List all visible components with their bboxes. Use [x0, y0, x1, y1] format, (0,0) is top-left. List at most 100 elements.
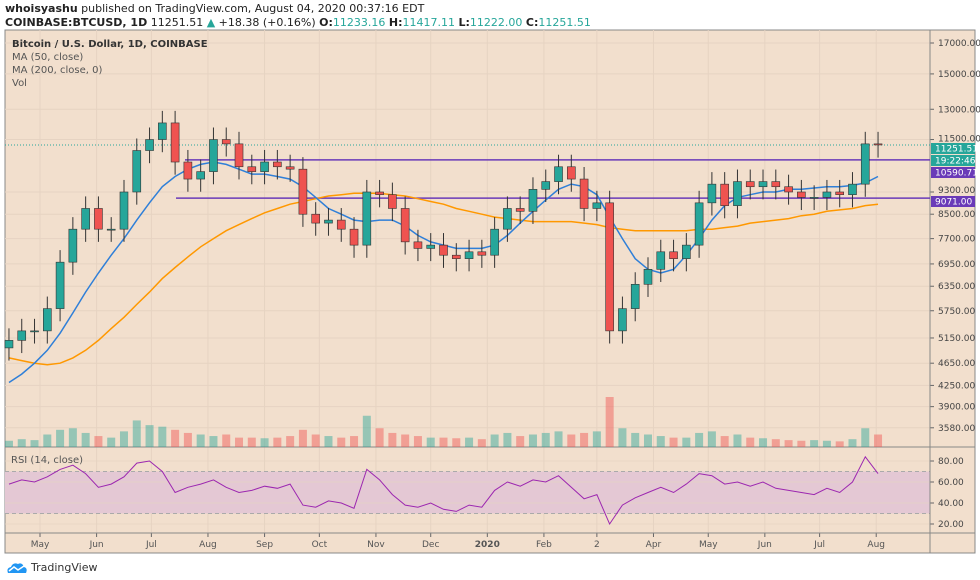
candle-body	[605, 202, 614, 332]
volume-bar	[107, 437, 116, 447]
y-tick-label: 3580.00	[938, 424, 975, 434]
open-value: 11233.16	[332, 16, 386, 29]
rsi-legend[interactable]: RSI (14, close)	[11, 455, 84, 466]
support-price-label: 9071.00	[935, 198, 972, 208]
candle-body	[477, 251, 487, 256]
close-value: 11251.51	[538, 16, 591, 29]
high-label: H:	[388, 16, 403, 29]
volume-bar	[784, 440, 793, 447]
volume-bar	[30, 440, 39, 447]
y-tick-label: 4250.00	[938, 381, 975, 391]
rsi-line	[8, 455, 879, 526]
volume-bar	[835, 441, 844, 447]
y-tick-label: 13000.00	[938, 105, 980, 115]
legend-ma50[interactable]: MA (50, close)	[12, 52, 84, 63]
candle-body	[209, 139, 218, 172]
candle-body	[30, 330, 39, 333]
y-tick-label: 3900.00	[938, 403, 975, 413]
volume-bar	[746, 437, 755, 447]
candle-body	[784, 186, 793, 193]
volume-bar	[337, 437, 346, 447]
x-tick-label: Oct	[312, 540, 328, 550]
volume-bar	[362, 415, 371, 447]
rsi-tick-label: 60.00	[938, 478, 964, 488]
candle-body	[515, 208, 525, 212]
volume-bar	[439, 437, 448, 447]
candle-body	[439, 244, 448, 256]
candle-body	[119, 191, 129, 230]
candle-body	[554, 166, 563, 182]
candle-body	[170, 122, 180, 163]
price-change: +18.38 (+0.16%)	[218, 16, 316, 29]
rsi-tick-label: 80.00	[938, 457, 964, 467]
volume-bar	[720, 436, 729, 447]
candle-body	[221, 139, 231, 145]
candle-body	[260, 161, 269, 172]
tradingview-logo[interactable]: TradingView	[6, 561, 97, 574]
last-price: 11251.51	[150, 16, 204, 29]
volume-bar	[733, 434, 742, 447]
candle-body	[68, 228, 78, 263]
volume-bar	[554, 431, 563, 447]
candle-body	[592, 202, 602, 209]
x-tick-label: Dec	[422, 540, 439, 550]
volume-bar	[350, 436, 359, 447]
legend-title: Bitcoin / U.S. Dollar, 1D, COINBASE	[12, 39, 208, 50]
ma200-line	[8, 192, 879, 366]
x-tick-label: Jun	[89, 540, 104, 550]
candle-body	[81, 208, 90, 230]
candle-body	[490, 228, 499, 256]
y-tick-label: 4650.00	[938, 359, 975, 369]
candle-body	[362, 191, 372, 246]
candle-body	[183, 161, 193, 180]
volume-bar	[43, 434, 52, 447]
candle-body	[17, 330, 27, 341]
publish-text: published on TradingView.com, August 04,…	[81, 2, 425, 15]
legend-ma200[interactable]: MA (200, close, 0)	[12, 65, 103, 76]
symbol-name: COINBASE:BTCUSD, 1D	[5, 16, 148, 29]
x-tick-label: Nov	[367, 540, 385, 550]
volume-bar	[260, 438, 269, 447]
volume-bar	[771, 439, 780, 447]
volume-bar	[68, 428, 77, 447]
y-tick-label: 6950.00	[938, 260, 975, 270]
candle-body	[106, 228, 116, 231]
candle-body	[247, 166, 257, 172]
candle-body	[618, 308, 627, 332]
volume-bar	[631, 432, 640, 447]
tradingview-cloud-icon	[7, 562, 27, 573]
volume-bar	[605, 397, 614, 447]
candle-body	[375, 191, 384, 195]
candle-body	[196, 171, 205, 180]
candle-body	[273, 161, 282, 168]
candle-body	[873, 143, 883, 146]
volume-bar	[669, 437, 678, 447]
publish-info: whoisyashu published on TradingView.com,…	[5, 2, 424, 15]
volume-bar	[503, 432, 512, 447]
x-tick-label: Jun	[757, 540, 772, 550]
candle-body	[579, 178, 589, 209]
low-value: 11222.00	[469, 16, 523, 29]
candle-body	[541, 181, 551, 190]
volume-bar	[541, 432, 550, 447]
candle-body	[656, 251, 666, 270]
candle-body	[285, 166, 295, 170]
volume-bar	[797, 440, 806, 447]
y-tick-label: 7700.00	[938, 235, 975, 245]
close-label: C:	[525, 16, 539, 29]
y-tick-label: 9300.00	[938, 186, 975, 196]
author-name[interactable]: whoisyashu	[5, 2, 78, 15]
legend-vol[interactable]: Vol	[12, 78, 27, 89]
volume-bar	[17, 439, 26, 447]
candle-body	[158, 122, 167, 140]
volume-bar	[145, 425, 154, 447]
volume-bar	[516, 436, 525, 447]
volume-bar	[235, 437, 244, 447]
resistance-price-label-bg	[931, 167, 975, 178]
volume-bar	[171, 429, 180, 447]
candle-body	[388, 194, 397, 209]
candle-body	[336, 219, 346, 230]
volume-bar	[426, 437, 435, 447]
rsi-tick-label: 40.00	[938, 499, 964, 509]
